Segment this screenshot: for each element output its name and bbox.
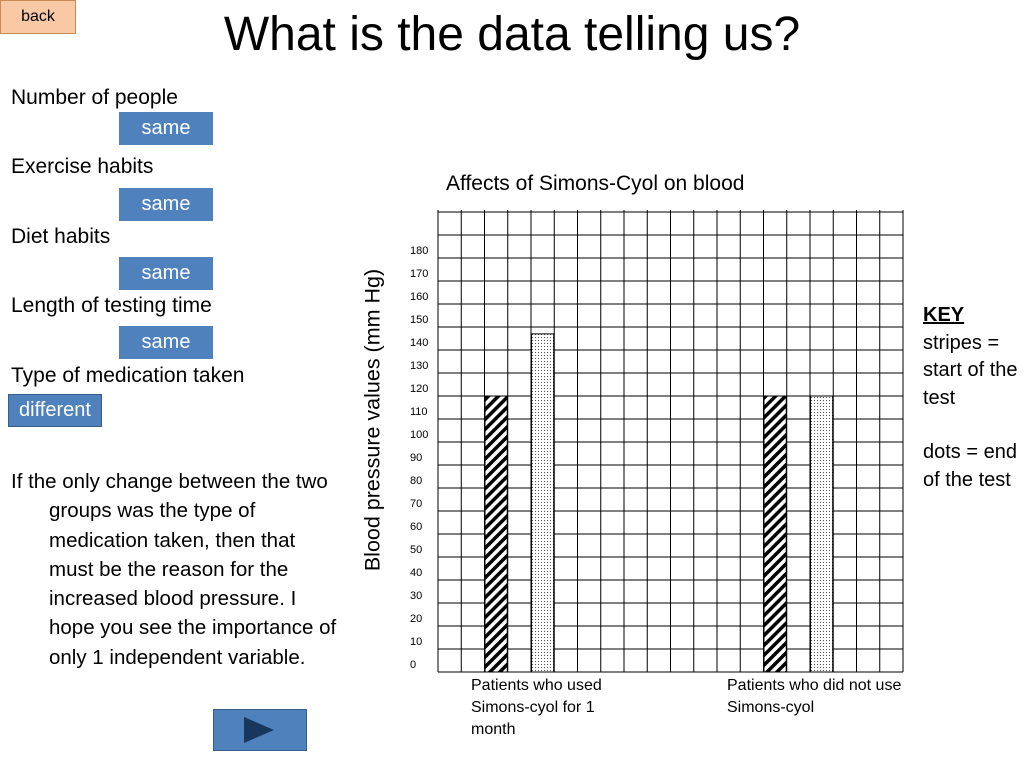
factor-label-exercise-habits: Exercise habits xyxy=(11,155,154,178)
factor-label-diet-habits: Diet habits xyxy=(11,225,111,248)
factor-value-exercise-habits: same xyxy=(119,188,213,221)
key-title: KEY xyxy=(923,304,965,326)
play-triangle-icon xyxy=(244,717,274,743)
y-tick-label: 90 xyxy=(410,452,422,464)
factor-label-medication-type: Type of medication taken xyxy=(11,364,245,387)
y-tick-label: 60 xyxy=(410,521,422,533)
y-tick-label: 180 xyxy=(410,245,428,257)
factor-label-testing-time: Length of testing time xyxy=(11,294,212,317)
y-tick-label: 20 xyxy=(410,613,422,625)
bar-stripes-0 xyxy=(484,395,508,673)
factor-label-number-of-people: Number of people xyxy=(11,86,178,109)
next-button[interactable] xyxy=(213,709,307,751)
y-tick-label: 150 xyxy=(410,314,428,326)
y-tick-label: 160 xyxy=(410,291,428,303)
chart-key: KEY stripes = start of the test dots = e… xyxy=(923,302,1021,494)
y-tick-label: 100 xyxy=(410,429,428,441)
explanation-text: If the only change between the two group… xyxy=(11,470,337,669)
factor-value-medication-type: different xyxy=(8,394,102,427)
y-tick-label: 170 xyxy=(410,268,428,280)
key-stripes-entry: stripes = start of the test xyxy=(923,331,1018,409)
y-tick-label: 120 xyxy=(410,383,428,395)
category-label-used: Patients who used Simons-cyol for 1 mont… xyxy=(471,677,602,738)
y-tick-label: 0 xyxy=(410,659,416,671)
y-tick-label: 30 xyxy=(410,590,422,602)
factor-value-diet-habits: same xyxy=(119,257,213,290)
factor-value-number-of-people: same xyxy=(119,112,213,145)
y-tick-label: 70 xyxy=(410,498,422,510)
bar-dots-1 xyxy=(810,395,834,673)
y-tick-label: 110 xyxy=(410,406,428,418)
y-tick-label: 10 xyxy=(410,636,422,648)
y-tick-label: 40 xyxy=(410,567,422,579)
back-button[interactable]: back xyxy=(0,0,76,34)
category-label-not-used: Patients who did not use Simons-cyol xyxy=(727,677,902,716)
page-title: What is the data telling us? xyxy=(223,8,801,61)
y-tick-label: 130 xyxy=(410,360,428,372)
bar-stripes-1 xyxy=(763,395,787,673)
key-dots-entry: dots = end of the test xyxy=(923,441,1017,491)
y-tick-label: 50 xyxy=(410,544,422,556)
bar-chart: 1801701601501401301201101009080706050403… xyxy=(410,210,904,673)
factor-value-testing-time: same xyxy=(119,326,213,359)
chart-title: Affects of Simons-Cyol on blood xyxy=(446,172,745,195)
bar-dots-0 xyxy=(531,333,555,673)
y-tick-label: 80 xyxy=(410,475,422,487)
y-tick-label: 140 xyxy=(410,337,428,349)
y-axis-label: Blood pressure values (mm Hg) xyxy=(360,268,385,572)
